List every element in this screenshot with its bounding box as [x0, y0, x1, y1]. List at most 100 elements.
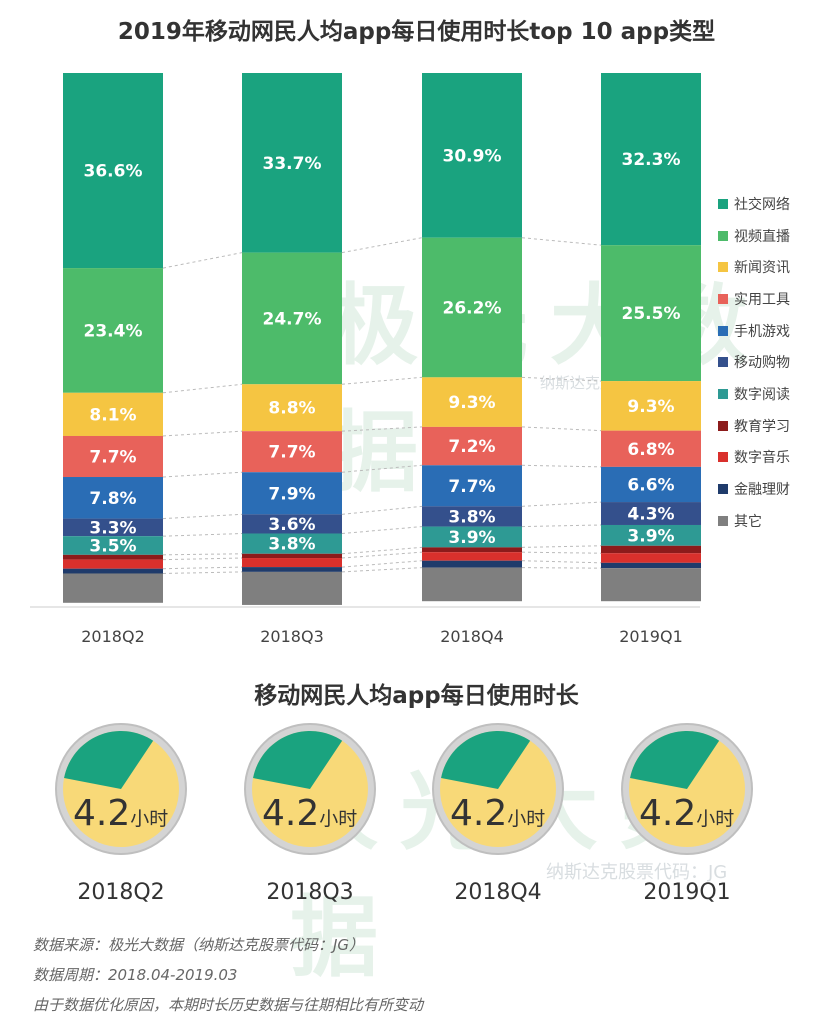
- x-tick-label-2019Q1: 2019Q1: [619, 627, 683, 646]
- legend-item-8: 教育学习: [718, 410, 790, 442]
- bar-label-6-2018Q3: 3.6%: [268, 515, 315, 535]
- x-tick-label-2018Q4: 2018Q4: [440, 627, 504, 646]
- gauge-value-2019Q1: 4.2小时: [639, 793, 734, 834]
- bar-label-5-2018Q3: 7.9%: [268, 484, 315, 504]
- legend-label: 移动购物: [734, 355, 790, 372]
- bar-label-5-2018Q2: 7.8%: [89, 489, 136, 509]
- legend-swatch: [718, 357, 728, 368]
- connector-line: [521, 524, 602, 528]
- x-tick-label-2018Q2: 2018Q2: [81, 627, 145, 646]
- legend-swatch: [718, 420, 728, 431]
- legend-label: 数字阅读: [734, 386, 790, 403]
- bar-segment-10-2018Q2: [63, 568, 163, 574]
- bar-segment-11-2019Q1: [601, 568, 701, 602]
- bar-label-1-2019Q1: 32.3%: [622, 150, 681, 170]
- legend-item-1: 社交网络: [718, 188, 790, 220]
- bar-label-6-2018Q2: 3.3%: [89, 518, 136, 538]
- bar-label-4-2019Q1: 6.8%: [627, 440, 674, 460]
- bar-segment-7-2018Q2: [63, 536, 163, 555]
- bar-label-3-2018Q3: 8.8%: [268, 399, 315, 419]
- bar-label-2-2018Q4: 26.2%: [443, 299, 502, 319]
- legend-swatch: [718, 484, 728, 495]
- legend-swatch: [718, 452, 728, 463]
- legend-item-4: 实用工具: [718, 283, 790, 315]
- legend-swatch: [718, 515, 728, 526]
- connector-line: [521, 376, 602, 382]
- bar-label-6-2018Q4: 3.8%: [448, 507, 495, 527]
- bar-label-7-2019Q1: 3.9%: [627, 526, 674, 546]
- bar-label-1-2018Q2: 36.6%: [84, 162, 143, 182]
- bar-segment-4-2019Q1: [601, 430, 701, 467]
- legend-item-10: 金融理财: [718, 473, 790, 505]
- legend-label: 其它: [734, 513, 762, 530]
- connector-line: [341, 376, 423, 385]
- bar-segment-8-2019Q1: [601, 545, 701, 554]
- chart-legend: 社交网络视频直播新闻资讯实用工具手机游戏移动购物数字阅读教育学习 数字音乐 金融理财…: [718, 188, 790, 537]
- bar-label-2-2018Q3: 24.7%: [263, 309, 322, 329]
- connector-line: [341, 567, 423, 573]
- bar-label-6-2019Q1: 4.3%: [627, 505, 674, 525]
- legend-label: 社交网络: [734, 196, 790, 213]
- legend-label: 视频直播: [734, 228, 790, 245]
- gauge-unit: 小时: [507, 808, 546, 830]
- bar-segment-11-2018Q3: [242, 571, 342, 605]
- legend-swatch: [718, 198, 728, 209]
- gauge-label-2018Q4: 2018Q4: [454, 880, 542, 905]
- legend-item-6: 移动购物: [718, 346, 790, 378]
- bar-segment-3-2018Q2: [63, 392, 163, 436]
- bar-segment-2-2018Q3: [242, 252, 342, 385]
- bar-segment-6-2018Q4: [422, 506, 522, 527]
- bar-label-1-2018Q3: 33.7%: [263, 154, 322, 174]
- connector-line: [341, 551, 423, 559]
- connector-line: [162, 471, 243, 478]
- legend-label: 手机游戏: [734, 323, 790, 340]
- connector-line: [162, 566, 243, 570]
- bar-segment-10-2018Q3: [242, 567, 342, 572]
- gauge-label-2018Q3: 2018Q3: [266, 880, 354, 905]
- connector-line: [521, 560, 602, 564]
- legend-label: 新闻资讯: [734, 260, 790, 277]
- bar-segment-2-2018Q4: [422, 237, 522, 378]
- connector-line: [162, 430, 243, 437]
- bar-segment-7-2018Q3: [242, 533, 342, 554]
- connector-line: [521, 551, 602, 554]
- connector-line: [162, 252, 243, 269]
- connector-line: [341, 464, 423, 473]
- gauge-label-2018Q2: 2018Q2: [77, 880, 165, 905]
- connector-line: [162, 557, 243, 561]
- connector-line: [341, 237, 423, 254]
- bar-label-4-2018Q2: 7.7%: [89, 447, 136, 467]
- legend-item-2: 视频直播: [718, 220, 790, 252]
- legend-swatch: [718, 293, 728, 304]
- bar-segment-1-2018Q2: [63, 73, 163, 269]
- bar-segment-1-2018Q3: [242, 73, 342, 253]
- legend-item-9: 数字音乐: [718, 442, 790, 474]
- bar-label-7-2018Q3: 3.8%: [268, 535, 315, 555]
- bar-label-3-2018Q2: 8.1%: [89, 405, 136, 425]
- gauge-value-2018Q3: 4.2小时: [262, 793, 357, 834]
- bar-segment-6-2018Q3: [242, 514, 342, 534]
- gauge-unit: 小时: [130, 808, 169, 830]
- bar-segment-8-2018Q3: [242, 553, 342, 559]
- bar-segment-1-2019Q1: [601, 73, 701, 246]
- bar-segment-9-2018Q2: [63, 559, 163, 569]
- bar-segment-10-2019Q1: [601, 562, 701, 569]
- bar-segment-7-2018Q4: [422, 526, 522, 548]
- bar-label-5-2018Q4: 7.7%: [448, 477, 495, 497]
- bar-segment-5-2019Q1: [601, 466, 701, 503]
- pie-slice-2019Q1: [630, 730, 720, 789]
- bar-segment-11-2018Q4: [422, 567, 522, 602]
- bar-segment-7-2019Q1: [601, 524, 701, 546]
- legend-swatch: [718, 230, 728, 241]
- connector-line: [521, 464, 602, 468]
- bar-segment-2-2019Q1: [601, 245, 701, 382]
- bar-segment-5-2018Q3: [242, 472, 342, 515]
- pie-chart-title: 移动网民人均app每日使用时长: [254, 683, 579, 709]
- pie-slice-2018Q2: [64, 730, 154, 789]
- bar-segment-3-2018Q3: [242, 384, 342, 432]
- bar-label-7-2018Q2: 3.5%: [89, 537, 136, 557]
- note-disclaimer: 由于数据优化原因，本期时长历史数据与往期相比有所变动: [33, 996, 424, 1014]
- pie-slice-2018Q4: [441, 731, 531, 789]
- gauge-label-2019Q1: 2019Q1: [643, 880, 731, 905]
- legend-item-7: 数字阅读: [718, 378, 790, 410]
